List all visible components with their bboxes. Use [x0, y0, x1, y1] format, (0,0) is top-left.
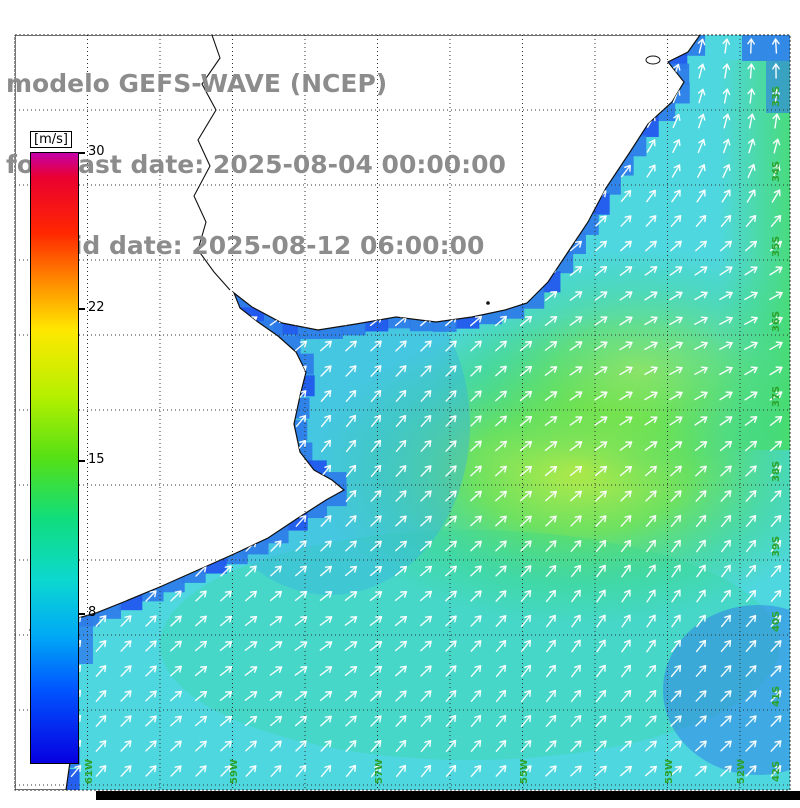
lon-label: 52W — [736, 759, 747, 784]
colorbar-tick-label: 30 — [88, 144, 105, 159]
colorbar-tick-mark — [78, 460, 85, 463]
lat-label: 39S — [771, 536, 782, 557]
colorbar-gradient-bar — [30, 152, 79, 764]
colorbar-tick-mark — [78, 612, 85, 615]
plot-frame — [14, 34, 800, 800]
lat-label: 37S — [771, 386, 782, 407]
lon-label: 59W — [229, 759, 240, 784]
lon-label: 61W — [84, 759, 95, 784]
lat-label: 41S — [771, 686, 782, 707]
lat-label: 36S — [771, 311, 782, 332]
colorbar-tick-mark — [78, 307, 85, 310]
colorbar-legend: [m/s] 30 22 15 8 — [28, 128, 138, 808]
lat-label: 40S — [771, 611, 782, 632]
colorbar-unit-label: [m/s] — [30, 131, 72, 148]
axis-labels: 33S 34S 35S 36S 37S 38S 39S 40S 41S 42S 61W 59W 57W 5… — [84, 86, 782, 784]
lat-label: 33S — [771, 86, 782, 107]
colorbar-tick-label: 15 — [88, 452, 105, 468]
lat-label: 35S — [771, 236, 782, 257]
colorbar-tick-label: 8 — [88, 604, 97, 620]
lat-label: 42S — [771, 761, 782, 782]
colorbar-tick-mark — [78, 152, 85, 154]
lon-label: 53W — [664, 759, 675, 784]
lat-label: 34S — [771, 161, 782, 182]
lon-label: 57W — [374, 759, 385, 784]
colorbar-tick-label: 22 — [88, 299, 105, 315]
lon-label: 55W — [519, 759, 530, 784]
model-title: modelo GEFS-WAVE (NCEP) — [6, 69, 388, 98]
colorbar-ticks: 30 22 15 8 — [28, 128, 138, 808]
lat-label: 38S — [771, 461, 782, 482]
